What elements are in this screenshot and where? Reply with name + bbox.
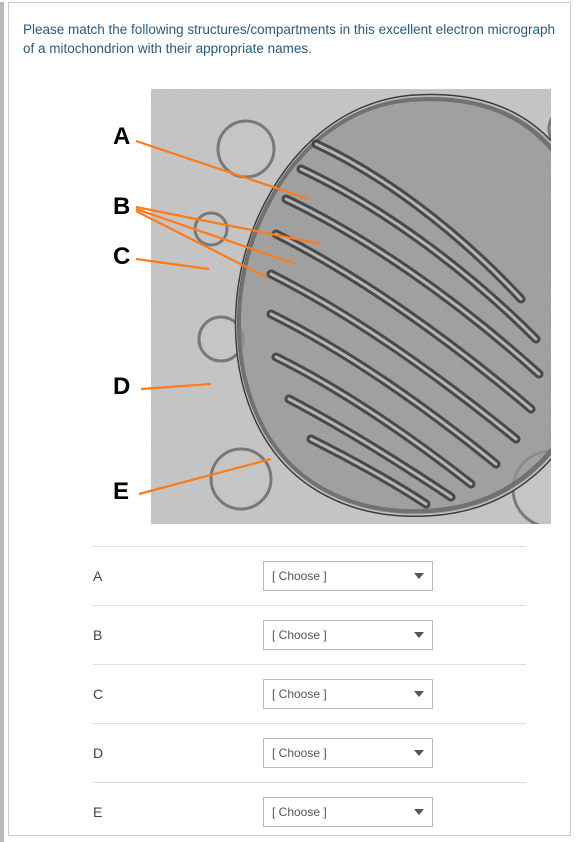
- svg-text:B: B: [113, 193, 130, 220]
- svg-text:C: C: [113, 243, 130, 270]
- match-select-a-value: [ Choose ]: [272, 562, 327, 590]
- match-select-c[interactable]: [ Choose ]: [263, 679, 433, 709]
- chevron-down-icon: [414, 691, 424, 697]
- match-label-c: C: [93, 686, 263, 702]
- chevron-down-icon: [414, 750, 424, 756]
- match-select-d[interactable]: [ Choose ]: [263, 738, 433, 768]
- match-select-b[interactable]: [ Choose ]: [263, 620, 433, 650]
- match-select-d-value: [ Choose ]: [272, 739, 327, 767]
- chevron-down-icon: [414, 632, 424, 638]
- micrograph-figure: A BC D E: [91, 89, 551, 524]
- match-row: C [ Choose ]: [93, 664, 526, 723]
- question-container: Please match the following structures/co…: [0, 2, 577, 842]
- svg-text:D: D: [113, 373, 130, 400]
- match-select-e-value: [ Choose ]: [272, 798, 327, 826]
- match-row: B [ Choose ]: [93, 605, 526, 664]
- match-select-b-value: [ Choose ]: [272, 621, 327, 649]
- match-label-a: A: [93, 568, 263, 584]
- svg-text:A: A: [113, 123, 130, 150]
- match-row: E [ Choose ]: [93, 782, 526, 841]
- chevron-down-icon: [414, 573, 424, 579]
- chevron-down-icon: [414, 809, 424, 815]
- question-prompt: Please match the following structures/co…: [23, 21, 556, 59]
- match-row: A [ Choose ]: [93, 546, 526, 605]
- question-box: Please match the following structures/co…: [8, 2, 571, 836]
- match-select-a[interactable]: [ Choose ]: [263, 561, 433, 591]
- match-list: A [ Choose ] B [ Choose ]: [93, 546, 526, 841]
- match-label-d: D: [93, 745, 263, 761]
- svg-text:E: E: [113, 478, 129, 505]
- match-label-b: B: [93, 627, 263, 643]
- match-label-e: E: [93, 804, 263, 820]
- match-row: D [ Choose ]: [93, 723, 526, 782]
- match-select-c-value: [ Choose ]: [272, 680, 327, 708]
- match-select-e[interactable]: [ Choose ]: [263, 797, 433, 827]
